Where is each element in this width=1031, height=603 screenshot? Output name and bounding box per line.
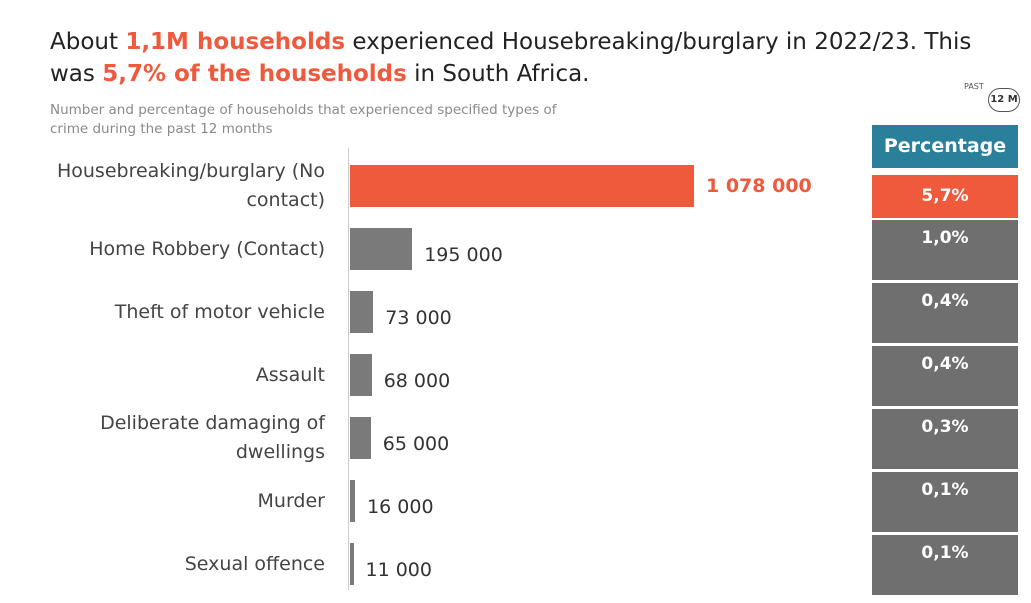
percentage-cell: 5,7% — [872, 175, 1018, 218]
subtitle: Number and percentage of households that… — [50, 102, 557, 137]
badge: 12 M — [988, 88, 1020, 112]
title-segment: About — [50, 29, 126, 55]
category-label: Murder — [257, 489, 325, 512]
value-label: 73 000 — [385, 307, 452, 329]
category-label: Theft of motor vehicle — [114, 300, 325, 323]
bar — [350, 354, 372, 396]
bar — [350, 228, 413, 270]
value-label: 65 000 — [382, 433, 450, 455]
percentage-cell: 0,4% — [872, 283, 1018, 343]
value-label: 1 078 000 — [706, 175, 812, 197]
title-segment: 5,7% of the households — [102, 61, 407, 87]
category-label: Housebreaking/burglary (No contact) — [56, 160, 325, 211]
category-label: Home Robbery (Contact) — [89, 237, 325, 260]
title: About 1,1M households experienced Houseb… — [50, 26, 1010, 90]
bar — [350, 291, 374, 333]
bar — [350, 480, 356, 522]
percentage-cell: 0,3% — [872, 409, 1018, 469]
title-segment: experienced Housebreaking/burglary in 20… — [50, 29, 979, 87]
title-segment: 1,1M households — [125, 29, 346, 55]
value-label: 11 000 — [365, 559, 432, 581]
category-label: Sexual offence — [184, 552, 325, 575]
bar — [350, 543, 354, 585]
badge-label: PAST — [964, 82, 984, 91]
value-label: 16 000 — [367, 496, 434, 518]
percentage-cell: 1,0% — [872, 220, 1018, 280]
value-label: 68 000 — [383, 370, 451, 392]
axis-line — [348, 148, 349, 590]
bar — [350, 165, 694, 207]
category-label: Deliberate damaging of dwellings — [100, 412, 325, 463]
category-label: Assault — [255, 363, 325, 386]
table-header: Percentage — [872, 125, 1018, 168]
percentage-cell: 0,1% — [872, 535, 1018, 595]
percentage-cell: 0,1% — [872, 472, 1018, 532]
bar — [350, 417, 371, 459]
value-label: 195 000 — [424, 244, 503, 266]
percentage-cell: 0,4% — [872, 346, 1018, 406]
title-segment: in South Africa. — [406, 61, 590, 87]
